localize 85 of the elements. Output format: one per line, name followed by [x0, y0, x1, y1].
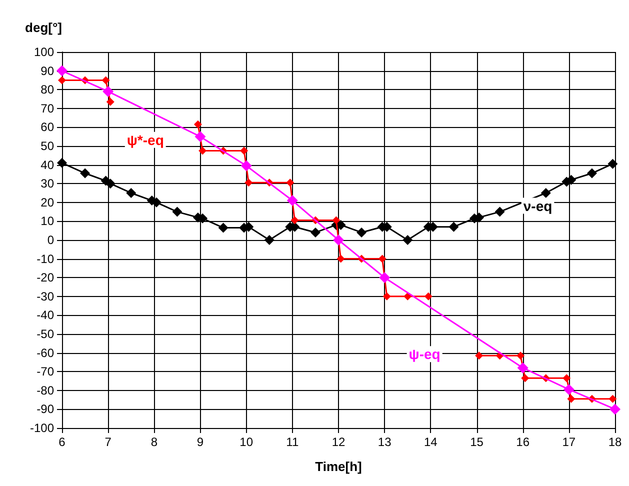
point [517, 362, 528, 374]
x-tick-label: 18 [608, 435, 622, 449]
point [105, 178, 116, 189]
y-tick-label: -60 [36, 346, 54, 360]
point [448, 222, 459, 232]
y-tick-label: 10 [40, 214, 54, 228]
x-axis-title: Time[h] [315, 459, 362, 474]
y-tick-label: 70 [40, 101, 54, 116]
point [332, 216, 340, 224]
point [240, 160, 252, 172]
point [126, 188, 136, 198]
series-label: ν-eq [523, 198, 552, 214]
point [356, 227, 367, 238]
x-tick-label: 7 [104, 435, 112, 449]
point [608, 158, 618, 169]
y-axis-title: deg[°] [25, 20, 62, 35]
y-tick-label: -10 [36, 252, 54, 266]
y-tick-label: -90 [36, 402, 54, 416]
point [516, 352, 525, 360]
point [586, 168, 597, 178]
point [378, 254, 386, 263]
point [102, 86, 114, 97]
point [286, 195, 298, 206]
x-tick-label: 12 [332, 435, 346, 449]
y-tick-label: -30 [36, 289, 54, 304]
point [402, 235, 413, 245]
y-tick-label: 60 [40, 120, 54, 134]
y-tick-label: 90 [40, 64, 54, 78]
point [286, 178, 294, 187]
point [240, 146, 248, 155]
x-tick-label: 17 [562, 435, 576, 449]
point [290, 216, 299, 224]
point [610, 404, 620, 415]
point [80, 168, 90, 178]
point [494, 206, 505, 217]
x-tick-label: 10 [240, 435, 254, 449]
point [562, 374, 571, 382]
point [172, 206, 182, 217]
point [57, 158, 67, 168]
x-tick-label: 9 [196, 435, 204, 449]
point [475, 352, 484, 360]
y-tick-label: -80 [36, 383, 54, 398]
y-tick-label: -50 [36, 327, 54, 341]
x-tick-label: 8 [150, 435, 158, 449]
point [336, 254, 345, 263]
point [106, 98, 114, 106]
point [563, 384, 574, 395]
point [540, 188, 551, 198]
series-label: ψ-eq [408, 346, 440, 362]
point [521, 374, 530, 382]
point [198, 146, 207, 155]
y-tick-label: 40 [40, 158, 54, 172]
y-tick-label: 0 [47, 233, 54, 247]
point [567, 394, 576, 403]
y-tick-label: -100 [30, 421, 54, 435]
point [333, 234, 344, 246]
y-tick-label: 50 [40, 139, 54, 153]
point [194, 131, 206, 142]
point [608, 394, 617, 403]
y-tick-label: -70 [36, 364, 54, 379]
point [218, 222, 228, 233]
y-tick-label: -40 [36, 308, 54, 322]
x-tick-label: 15 [470, 435, 484, 449]
point [424, 292, 432, 300]
x-tick-label: 13 [378, 435, 392, 449]
point [264, 235, 274, 245]
point [310, 227, 320, 238]
text: ψ*-eq [126, 132, 164, 148]
point [404, 292, 412, 300]
x-tick-label: 16 [516, 435, 530, 449]
point [382, 292, 391, 300]
point [244, 178, 253, 187]
y-tick-label: 30 [40, 176, 54, 191]
y-tick-label: 20 [40, 195, 54, 210]
x-tick-label: 6 [58, 435, 66, 449]
point [56, 65, 68, 76]
point [102, 76, 110, 84]
point [379, 272, 390, 284]
y-tick-label: 80 [40, 82, 54, 97]
point [194, 120, 202, 128]
point [58, 76, 66, 84]
y-tick-label: 100 [34, 45, 54, 59]
y-tick-label: -20 [36, 270, 54, 285]
x-tick-label: 11 [286, 435, 299, 449]
x-tick-label: 14 [424, 435, 438, 449]
